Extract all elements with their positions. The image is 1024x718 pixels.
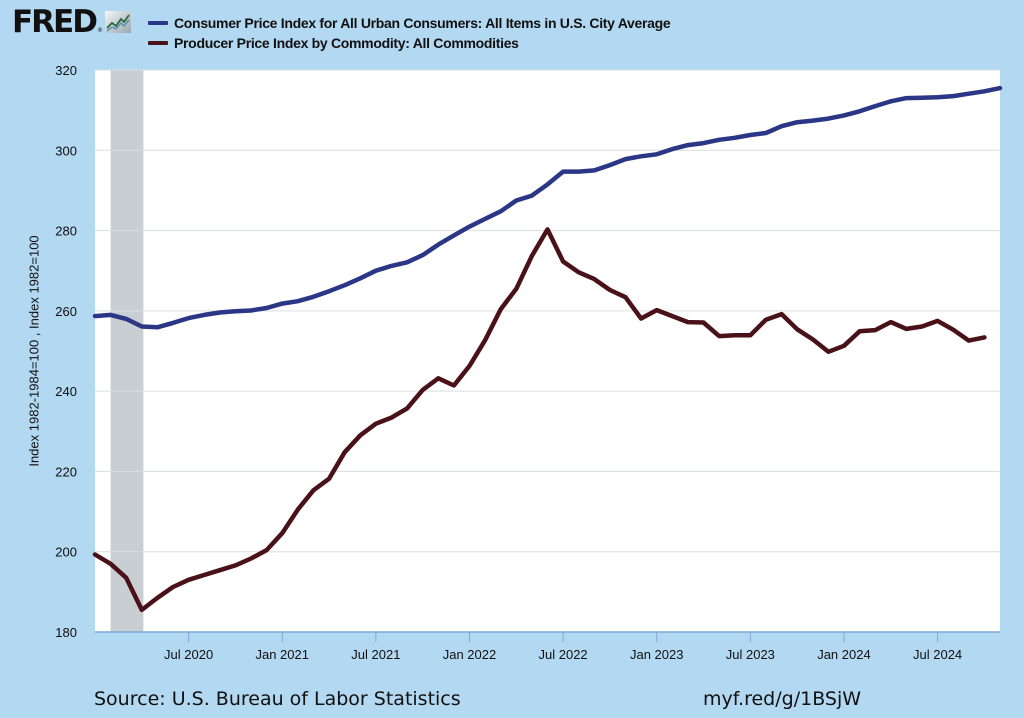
cpi-line[interactable] <box>92 85 1003 330</box>
x-tick-label: Jul 2021 <box>351 647 400 662</box>
x-tick-label: Jan 2023 <box>630 647 684 662</box>
x-tick-label: Jan 2024 <box>817 647 871 662</box>
x-tick-label: Jan 2021 <box>255 647 309 662</box>
x-tick-label: Jul 2023 <box>726 647 775 662</box>
ppi-line[interactable] <box>92 227 987 613</box>
recession-bar <box>110 70 144 632</box>
legend-item-cpi[interactable]: Consumer Price Index for All Urban Consu… <box>148 15 671 31</box>
y-tick-label: 260 <box>55 304 77 319</box>
legend-swatch-cpi <box>148 21 168 25</box>
y-tick-label: 240 <box>55 384 77 399</box>
legend-label-ppi: Producer Price Index by Commodity: All C… <box>174 35 519 51</box>
fred-chart-icon <box>104 11 131 33</box>
y-tick-label: 220 <box>55 464 77 479</box>
plot-area <box>95 70 1000 632</box>
x-tick-group: Jul 2020 Jan 2021 Jul 2021 Jan 2022 Jul 2022… <box>164 632 962 662</box>
legend-swatch-ppi <box>148 41 168 45</box>
series-group <box>92 85 1003 613</box>
y-tick-labels-group: 180 200 220 240 260 280 300 320 <box>55 63 77 640</box>
x-tick-label: Jul 2022 <box>539 647 588 662</box>
y-tick-label: 180 <box>55 625 77 640</box>
y-tick-label: 200 <box>55 545 77 560</box>
legend-item-ppi[interactable]: Producer Price Index by Commodity: All C… <box>148 35 519 51</box>
header: FRED ® Consumer Price Index for All Urba… <box>0 0 1024 60</box>
x-tick-label: Jul 2024 <box>913 647 962 662</box>
short-url-link[interactable]: myf.red/g/1BSjW <box>703 688 862 710</box>
source-note: Source: U.S. Bureau of Labor Statistics <box>94 688 461 710</box>
registered-mark: ® <box>96 27 103 34</box>
gridlines-group <box>95 69 1000 553</box>
legend-label-cpi: Consumer Price Index for All Urban Consu… <box>174 15 671 31</box>
recession-shading-group <box>110 70 144 632</box>
y-tick-label: 300 <box>55 143 77 158</box>
x-tick-label: Jan 2022 <box>443 647 497 662</box>
fred-logo[interactable]: FRED ® <box>12 6 131 38</box>
y-tick-label: 320 <box>55 63 77 78</box>
y-tick-label: 280 <box>55 224 77 239</box>
x-tick-label: Jul 2020 <box>164 647 213 662</box>
logo-text: FRED <box>12 4 98 40</box>
